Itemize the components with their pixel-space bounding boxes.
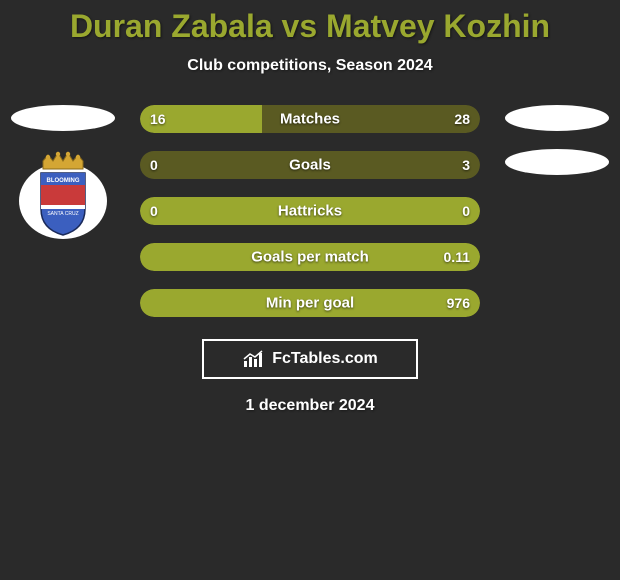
- brand-box: FcTables.com: [202, 339, 418, 379]
- date-text: 1 december 2024: [0, 397, 620, 415]
- right-club-badge: [505, 149, 609, 175]
- stat-label: Min per goal: [266, 295, 354, 312]
- stat-value-left: 16: [150, 111, 166, 127]
- stat-row: Goals 0 3: [140, 151, 480, 179]
- svg-text:BLOOMING: BLOOMING: [47, 178, 80, 184]
- stat-value-left: 0: [150, 203, 158, 219]
- stat-bars: Matches 16 28 Goals 0 3 Hattricks 0 0 Goals per m…: [140, 105, 480, 317]
- comparison-area: BLOOMING SANTA CRUZ Matches 16 28 Goals 0 3 Ha…: [0, 105, 620, 317]
- page-title: Duran Zabala vs Matvey Kozhin: [0, 0, 620, 45]
- subtitle: Club competitions, Season 2024: [0, 57, 620, 75]
- stat-row: Goals per match 0.11: [140, 243, 480, 271]
- right-badges: [502, 105, 612, 175]
- stat-label: Matches: [280, 111, 340, 128]
- stat-value-right: 28: [454, 111, 470, 127]
- stat-row: Hattricks 0 0: [140, 197, 480, 225]
- left-club-badge: BLOOMING SANTA CRUZ: [13, 149, 113, 239]
- stat-value-right: 0: [462, 203, 470, 219]
- left-badges: BLOOMING SANTA CRUZ: [8, 105, 118, 239]
- stat-row: Min per goal 976: [140, 289, 480, 317]
- left-country-flag: [11, 105, 115, 131]
- stat-label: Goals: [289, 157, 331, 174]
- chart-icon: [242, 349, 266, 369]
- stat-row: Matches 16 28: [140, 105, 480, 133]
- stat-value-right: 0.11: [444, 249, 470, 265]
- brand-text: FcTables.com: [272, 350, 378, 368]
- stat-label: Hattricks: [278, 203, 342, 220]
- stat-value-left: 0: [150, 157, 158, 173]
- svg-text:SANTA CRUZ: SANTA CRUZ: [47, 211, 78, 217]
- right-country-flag: [505, 105, 609, 131]
- stat-value-right: 976: [447, 295, 470, 311]
- stat-label: Goals per match: [251, 249, 369, 266]
- stat-value-right: 3: [462, 157, 470, 173]
